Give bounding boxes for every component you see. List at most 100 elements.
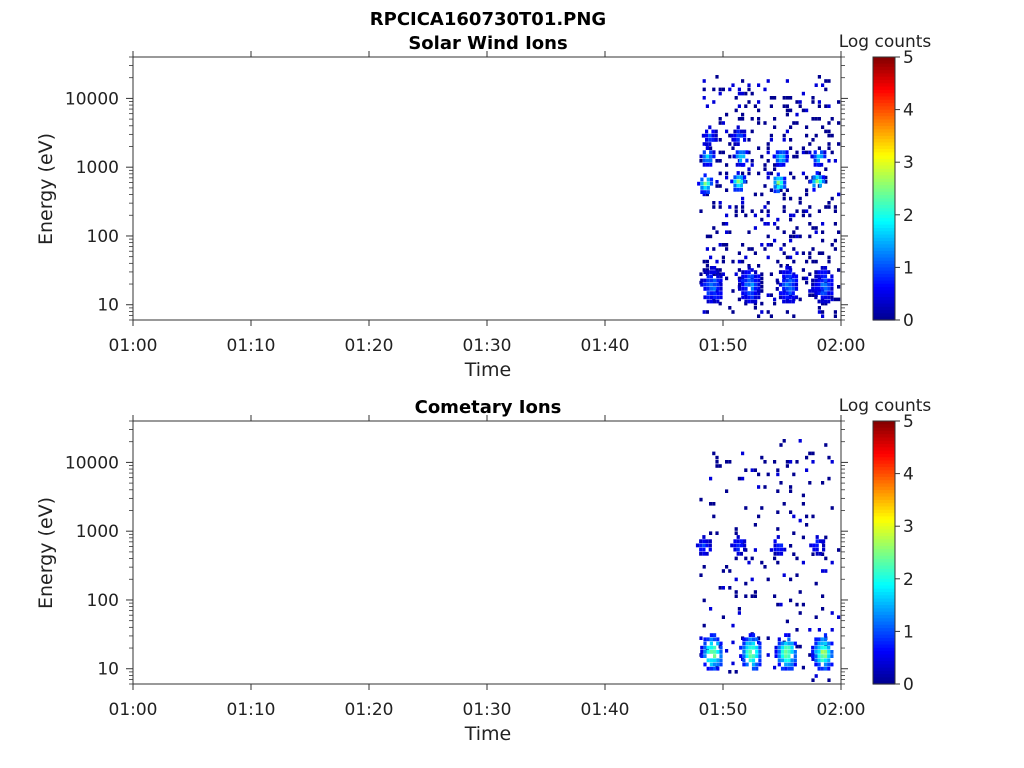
- blob-cell: [747, 278, 751, 283]
- blob-cell: [755, 666, 759, 671]
- blob-cell: [830, 641, 834, 646]
- noise-cell: [814, 581, 818, 586]
- colorbar-segment: [873, 621, 895, 626]
- noise-cell: [728, 230, 732, 234]
- noise-cell: [734, 108, 738, 113]
- blob-cell: [823, 278, 828, 283]
- blob-cell: [820, 666, 824, 671]
- noise-cell: [702, 87, 706, 92]
- blob-cell: [751, 641, 756, 646]
- colorbar-segment: [873, 109, 895, 114]
- noise-cell: [715, 230, 719, 234]
- blob-cell: [830, 650, 834, 654]
- noise-cell: [747, 167, 751, 171]
- noise-cell: [821, 238, 825, 243]
- noise-cell: [744, 293, 748, 297]
- blob-cell: [738, 287, 742, 291]
- noise-cell: [814, 230, 818, 234]
- blob-cell: [699, 547, 703, 552]
- noise-cell: [795, 100, 799, 104]
- noise-cell: [773, 594, 777, 598]
- noise-cell: [760, 217, 764, 222]
- noise-cell: [827, 255, 831, 260]
- blob-cell: [788, 266, 792, 270]
- noise-cell: [795, 628, 799, 632]
- colorbar-segment: [873, 601, 895, 606]
- colorbar-segment: [873, 168, 895, 173]
- blob-cell: [713, 299, 717, 304]
- noise-cell: [741, 209, 745, 213]
- blob-cell: [738, 150, 743, 155]
- noise-cell: [814, 259, 818, 264]
- noise-cell: [741, 259, 745, 264]
- noise-cell: [827, 104, 831, 108]
- blob-cell: [811, 654, 815, 658]
- blob-cell: [739, 183, 743, 188]
- y-tick-label: 10: [97, 296, 119, 316]
- noise-cell: [721, 222, 725, 226]
- noise-cell: [737, 259, 741, 264]
- noise-cell: [715, 289, 719, 293]
- noise-cell: [715, 159, 719, 163]
- blob-cell: [818, 551, 822, 556]
- blob-cell: [778, 291, 783, 295]
- blob-cell: [823, 287, 828, 291]
- colorbar-tick-label: 5: [903, 412, 914, 432]
- blob-cell: [713, 278, 717, 283]
- noise-cell: [731, 138, 735, 142]
- blob-cell: [827, 641, 831, 646]
- blob-cell: [775, 162, 779, 167]
- colorbar-segment: [873, 86, 895, 91]
- noise-cell: [705, 310, 709, 314]
- blob-cell: [813, 158, 817, 163]
- noise-cell: [763, 163, 767, 167]
- noise-cell: [795, 154, 799, 159]
- noise-cell: [821, 251, 825, 255]
- noise-cell: [712, 272, 716, 276]
- colorbar-segment: [873, 250, 895, 255]
- noise-cell: [808, 142, 812, 146]
- blob-cell: [780, 666, 785, 671]
- blob-cell: [736, 133, 740, 138]
- noise-cell: [728, 154, 732, 159]
- blob-cell: [773, 539, 777, 544]
- blob-cell: [822, 175, 826, 180]
- colorbar-segment: [873, 444, 895, 448]
- noise-cell: [721, 121, 725, 125]
- colorbar-segment: [873, 112, 895, 117]
- noise-cell: [811, 514, 815, 519]
- noise-cell: [718, 280, 722, 285]
- noise-cell: [830, 150, 834, 155]
- noise-cell: [776, 259, 780, 264]
- colorbar-segment: [873, 559, 895, 563]
- blob-cell: [739, 179, 743, 184]
- noise-cell: [782, 243, 786, 247]
- blob-cell: [713, 266, 717, 270]
- noise-cell: [741, 79, 745, 83]
- noise-cell: [744, 556, 748, 561]
- blob-cell: [745, 641, 749, 646]
- noise-cell: [718, 171, 722, 176]
- blob-cell: [777, 650, 781, 654]
- blob-cell: [823, 650, 828, 654]
- noise-cell: [785, 188, 789, 192]
- blob-cell: [790, 650, 794, 654]
- blob-cell: [709, 154, 713, 159]
- noise-cell: [830, 611, 834, 615]
- colorbar-tick-label: 5: [903, 48, 914, 68]
- noise-cell: [801, 560, 805, 565]
- blob-cell: [743, 129, 747, 134]
- blob-cell: [706, 190, 710, 194]
- x-tick-label: 01:40: [581, 700, 630, 720]
- blob-cell: [817, 666, 821, 671]
- noise-cell: [741, 112, 745, 117]
- blob-cell: [782, 291, 786, 295]
- colorbar-segment: [873, 270, 895, 275]
- noise-cell: [737, 87, 741, 92]
- blob-cell: [713, 633, 717, 637]
- noise-cell: [757, 117, 761, 121]
- noise-cell: [833, 159, 837, 163]
- blob-cell: [817, 291, 821, 295]
- noise-cell: [776, 472, 780, 477]
- noise-cell: [782, 133, 786, 138]
